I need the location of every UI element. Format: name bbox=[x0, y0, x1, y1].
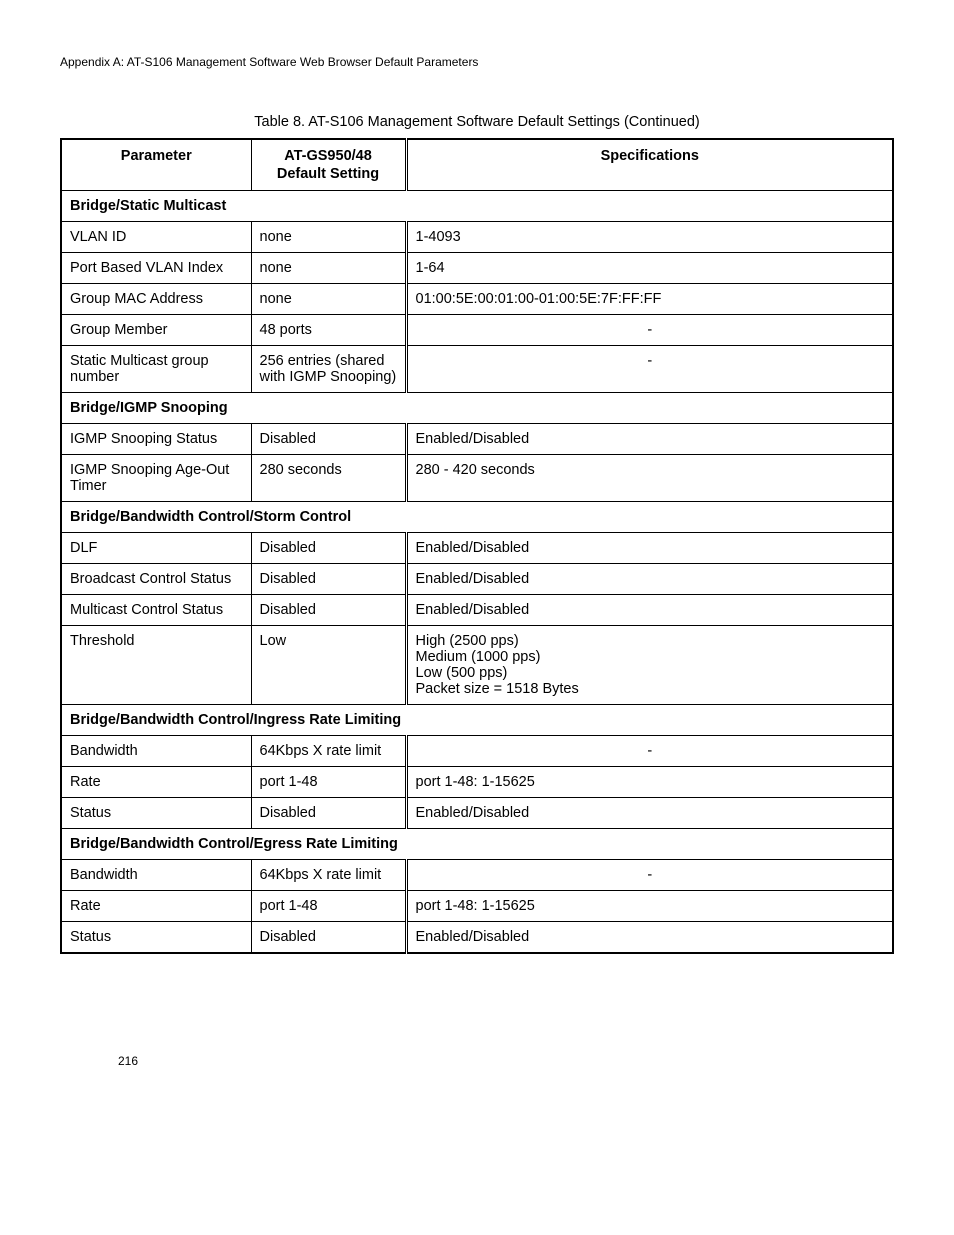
section-header-cell: Bridge/IGMP Snooping bbox=[61, 393, 893, 424]
cell-spec: - bbox=[406, 346, 893, 393]
cell-default: Disabled bbox=[251, 798, 406, 829]
cell-default: Disabled bbox=[251, 424, 406, 455]
cell-default: Disabled bbox=[251, 922, 406, 954]
cell-spec: - bbox=[406, 315, 893, 346]
cell-parameter: Broadcast Control Status bbox=[61, 564, 251, 595]
cell-default: 256 entries (shared with IGMP Snooping) bbox=[251, 346, 406, 393]
cell-default: none bbox=[251, 253, 406, 284]
cell-parameter: Port Based VLAN Index bbox=[61, 253, 251, 284]
table-caption: Table 8. AT-S106 Management Software Def… bbox=[60, 114, 894, 130]
section-header-row: Bridge/Bandwidth Control/Storm Control bbox=[61, 502, 893, 533]
table-row: Port Based VLAN Indexnone1-64 bbox=[61, 253, 893, 284]
col-default-setting: AT-GS950/48 Default Setting bbox=[251, 139, 406, 191]
cell-spec: Enabled/Disabled bbox=[406, 798, 893, 829]
cell-parameter: Threshold bbox=[61, 626, 251, 705]
cell-parameter: IGMP Snooping Age-Out Timer bbox=[61, 455, 251, 502]
cell-spec: Enabled/Disabled bbox=[406, 922, 893, 954]
table-row: DLFDisabledEnabled/Disabled bbox=[61, 533, 893, 564]
cell-default: none bbox=[251, 284, 406, 315]
cell-default: 48 ports bbox=[251, 315, 406, 346]
col-default-setting-line1: AT-GS950/48 bbox=[284, 148, 372, 164]
default-settings-table: Parameter AT-GS950/48 Default Setting Sp… bbox=[60, 138, 894, 954]
cell-default: Disabled bbox=[251, 564, 406, 595]
table-row: IGMP Snooping Age-Out Timer280 seconds28… bbox=[61, 455, 893, 502]
cell-parameter: Group MAC Address bbox=[61, 284, 251, 315]
cell-parameter: Bandwidth bbox=[61, 860, 251, 891]
section-header-cell: Bridge/Bandwidth Control/Ingress Rate Li… bbox=[61, 705, 893, 736]
cell-parameter: IGMP Snooping Status bbox=[61, 424, 251, 455]
table-header-row: Parameter AT-GS950/48 Default Setting Sp… bbox=[61, 139, 893, 191]
section-header-cell: Bridge/Bandwidth Control/Storm Control bbox=[61, 502, 893, 533]
section-header-row: Bridge/Static Multicast bbox=[61, 191, 893, 222]
cell-parameter: Group Member bbox=[61, 315, 251, 346]
cell-default: none bbox=[251, 222, 406, 253]
cell-default: 64Kbps X rate limit bbox=[251, 736, 406, 767]
cell-default: port 1-48 bbox=[251, 767, 406, 798]
cell-spec: Enabled/Disabled bbox=[406, 595, 893, 626]
cell-default: Low bbox=[251, 626, 406, 705]
cell-spec: - bbox=[406, 860, 893, 891]
page-number: 216 bbox=[60, 1054, 894, 1068]
table-row: Group Member48 ports- bbox=[61, 315, 893, 346]
cell-parameter: Status bbox=[61, 798, 251, 829]
cell-spec: Enabled/Disabled bbox=[406, 424, 893, 455]
cell-default: 280 seconds bbox=[251, 455, 406, 502]
table-row: Rateport 1-48port 1-48: 1-15625 bbox=[61, 767, 893, 798]
cell-parameter: Multicast Control Status bbox=[61, 595, 251, 626]
cell-parameter: Bandwidth bbox=[61, 736, 251, 767]
cell-default: port 1-48 bbox=[251, 891, 406, 922]
table-row: ThresholdLowHigh (2500 pps)Medium (1000 … bbox=[61, 626, 893, 705]
cell-default: Disabled bbox=[251, 595, 406, 626]
table-row: Broadcast Control StatusDisabledEnabled/… bbox=[61, 564, 893, 595]
section-header-row: Bridge/IGMP Snooping bbox=[61, 393, 893, 424]
table-row: Multicast Control StatusDisabledEnabled/… bbox=[61, 595, 893, 626]
cell-spec: Enabled/Disabled bbox=[406, 564, 893, 595]
table-row: Rateport 1-48port 1-48: 1-15625 bbox=[61, 891, 893, 922]
cell-parameter: Rate bbox=[61, 891, 251, 922]
cell-parameter: DLF bbox=[61, 533, 251, 564]
section-header-row: Bridge/Bandwidth Control/Ingress Rate Li… bbox=[61, 705, 893, 736]
cell-spec: 280 - 420 seconds bbox=[406, 455, 893, 502]
table-row: Group MAC Addressnone01:00:5E:00:01:00-0… bbox=[61, 284, 893, 315]
cell-spec: Enabled/Disabled bbox=[406, 533, 893, 564]
cell-parameter: Rate bbox=[61, 767, 251, 798]
table-row: Static Multicast group number256 entries… bbox=[61, 346, 893, 393]
cell-default: 64Kbps X rate limit bbox=[251, 860, 406, 891]
table-body: Bridge/Static MulticastVLAN IDnone1-4093… bbox=[61, 191, 893, 954]
cell-spec: High (2500 pps)Medium (1000 pps)Low (500… bbox=[406, 626, 893, 705]
cell-parameter: Static Multicast group number bbox=[61, 346, 251, 393]
col-default-setting-line2: Default Setting bbox=[277, 166, 379, 182]
cell-spec: port 1-48: 1-15625 bbox=[406, 891, 893, 922]
table-row: StatusDisabledEnabled/Disabled bbox=[61, 798, 893, 829]
col-specifications: Specifications bbox=[406, 139, 893, 191]
cell-default: Disabled bbox=[251, 533, 406, 564]
cell-parameter: Status bbox=[61, 922, 251, 954]
cell-spec: - bbox=[406, 736, 893, 767]
appendix-header: Appendix A: AT-S106 Management Software … bbox=[60, 55, 894, 69]
table-row: Bandwidth64Kbps X rate limit- bbox=[61, 860, 893, 891]
section-header-row: Bridge/Bandwidth Control/Egress Rate Lim… bbox=[61, 829, 893, 860]
section-header-cell: Bridge/Static Multicast bbox=[61, 191, 893, 222]
cell-parameter: VLAN ID bbox=[61, 222, 251, 253]
cell-spec: 1-64 bbox=[406, 253, 893, 284]
cell-spec: port 1-48: 1-15625 bbox=[406, 767, 893, 798]
table-row: VLAN IDnone1-4093 bbox=[61, 222, 893, 253]
table-row: IGMP Snooping StatusDisabledEnabled/Disa… bbox=[61, 424, 893, 455]
cell-spec: 01:00:5E:00:01:00-01:00:5E:7F:FF:FF bbox=[406, 284, 893, 315]
cell-spec: 1-4093 bbox=[406, 222, 893, 253]
col-parameter: Parameter bbox=[61, 139, 251, 191]
table-row: StatusDisabledEnabled/Disabled bbox=[61, 922, 893, 954]
table-row: Bandwidth64Kbps X rate limit- bbox=[61, 736, 893, 767]
section-header-cell: Bridge/Bandwidth Control/Egress Rate Lim… bbox=[61, 829, 893, 860]
